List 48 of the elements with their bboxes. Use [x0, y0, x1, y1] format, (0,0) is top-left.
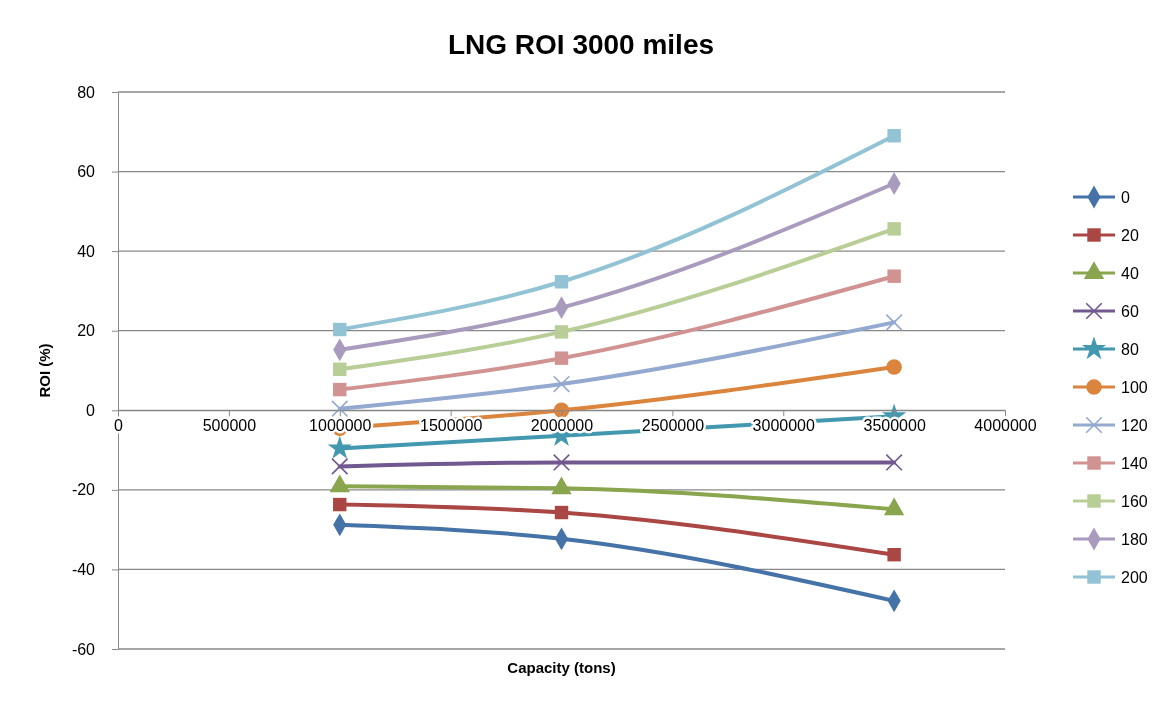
legend-label: 140 — [1121, 455, 1148, 472]
x-tick-label: 1500000 — [419, 417, 483, 435]
point — [885, 313, 903, 331]
legend-label: 180 — [1121, 531, 1148, 548]
legend-label: 80 — [1121, 341, 1139, 358]
point — [886, 359, 902, 375]
x-tick-label: 2000000 — [530, 417, 594, 435]
point — [333, 382, 347, 397]
point — [333, 322, 347, 337]
legend-label: 120 — [1121, 417, 1148, 434]
legend-label: 0 — [1121, 189, 1130, 206]
y-tick-label: 0 — [86, 401, 96, 419]
point — [333, 497, 347, 512]
x-tick-label: 4000000 — [974, 417, 1037, 435]
legend-label: 160 — [1121, 493, 1148, 510]
y-axis-title: ROI (%) — [36, 343, 53, 398]
point — [887, 548, 901, 562]
point — [552, 375, 571, 393]
point — [887, 222, 901, 236]
point — [552, 453, 571, 471]
legend-label: 20 — [1121, 227, 1139, 244]
y-tick-label: 60 — [77, 163, 96, 181]
y-tick-label: -60 — [71, 640, 96, 658]
legend-label: 40 — [1121, 265, 1139, 282]
point — [554, 275, 569, 289]
point — [554, 505, 569, 520]
x-axis-title: Capacity (tons) — [507, 659, 616, 676]
point — [333, 362, 347, 377]
y-tick-label: 40 — [77, 242, 96, 260]
point — [887, 269, 901, 283]
point — [327, 435, 352, 459]
y-tick-label: 20 — [77, 322, 96, 340]
point — [554, 325, 569, 339]
x-tick-label: 3500000 — [863, 417, 926, 435]
legend-label: 200 — [1121, 569, 1148, 586]
point — [885, 453, 903, 471]
x-tick-label: 500000 — [202, 417, 257, 435]
point — [554, 351, 569, 365]
legend-label: 60 — [1121, 303, 1139, 320]
point — [331, 400, 349, 418]
point — [887, 129, 901, 143]
point — [331, 457, 349, 475]
y-tick-label: 80 — [77, 83, 96, 101]
x-tick-label: 0 — [114, 417, 124, 435]
y-tick-label: -20 — [71, 481, 96, 499]
y-tick-label: -40 — [71, 561, 96, 579]
chart-title: LNG ROI 3000 miles — [447, 29, 715, 60]
legend-label: 100 — [1121, 379, 1148, 396]
